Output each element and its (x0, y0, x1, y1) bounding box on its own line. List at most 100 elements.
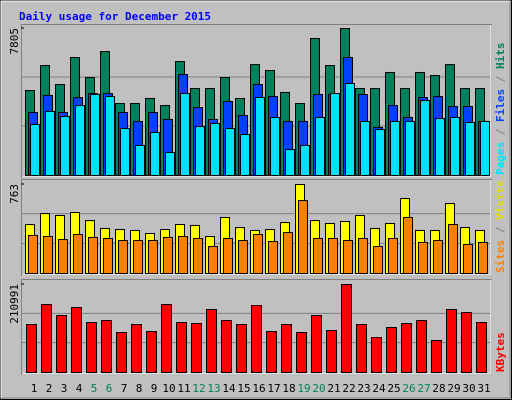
x-tick-label: 29 (447, 382, 460, 395)
bar (375, 129, 385, 177)
bar (313, 238, 323, 274)
x-tick-label: 7 (121, 382, 128, 395)
bar (450, 116, 460, 176)
bar (401, 323, 412, 374)
x-tick-label: 15 (237, 382, 250, 395)
bar (43, 236, 53, 274)
x-tick-label: 8 (136, 382, 143, 395)
legend: Pages / Files / Hits (494, 43, 507, 176)
bar (270, 116, 280, 176)
x-tick-label: 23 (357, 382, 370, 395)
y-tick-label: 763 (8, 184, 21, 204)
bar (418, 241, 428, 274)
legend-entry: Hits (494, 43, 507, 70)
legend-entry: Sites (494, 240, 507, 273)
bar (388, 238, 398, 274)
bevel (22, 25, 492, 178)
bar (373, 246, 383, 274)
chart-title: Daily usage for December 2015 (19, 10, 211, 23)
x-tick-label: 16 (252, 382, 265, 395)
x-tick-label: 10 (162, 382, 175, 395)
bar (133, 239, 143, 275)
bar (433, 239, 443, 275)
bar (463, 243, 473, 275)
y-tick-label: 7805 (8, 28, 21, 55)
bar (90, 94, 100, 176)
bar (328, 238, 338, 274)
bar (240, 134, 250, 176)
legend: Sites / Visits (494, 180, 507, 273)
bar (478, 241, 488, 274)
bar (30, 123, 40, 176)
bar (446, 309, 457, 373)
bar (193, 238, 203, 274)
bar (330, 93, 340, 176)
bar (266, 331, 277, 374)
legend-entry: KBytes (494, 332, 507, 372)
bar (253, 234, 263, 275)
legend-entry: Visits (494, 180, 507, 220)
x-tick-label: 12 (192, 382, 205, 395)
x-tick-label: 17 (267, 382, 280, 395)
bar (236, 324, 247, 373)
bar (73, 234, 83, 275)
x-tick-label: 22 (342, 382, 355, 395)
x-tick-label: 27 (417, 382, 430, 395)
x-tick-label: 2 (46, 382, 53, 395)
x-tick-label: 24 (372, 382, 386, 395)
bar (56, 315, 67, 373)
x-tick-label: 1 (31, 382, 38, 395)
bar (238, 239, 248, 275)
bar (60, 116, 70, 176)
x-tick-label: 18 (282, 382, 295, 395)
bar (176, 322, 187, 373)
legend-entry: Pages (494, 142, 507, 175)
bar (420, 100, 430, 176)
bar (150, 131, 160, 176)
bevel (22, 280, 492, 375)
bar (448, 224, 458, 274)
bar (208, 246, 218, 274)
bar (435, 118, 445, 177)
x-tick-label: 9 (151, 382, 158, 395)
bar (403, 217, 413, 274)
bar (45, 110, 55, 176)
bar (358, 238, 368, 274)
bar (298, 199, 308, 275)
bar (386, 327, 397, 374)
bar (326, 330, 337, 373)
bar (163, 236, 173, 275)
bar (178, 236, 188, 274)
bar (285, 149, 295, 177)
bar (345, 82, 355, 176)
legend: KBytes (494, 332, 507, 372)
bar (343, 239, 353, 275)
bar (75, 105, 85, 176)
bar (71, 306, 82, 373)
bar (315, 116, 325, 176)
bar (465, 121, 475, 176)
bar (255, 97, 265, 176)
bar (191, 323, 202, 374)
bar (26, 324, 37, 373)
bar (296, 332, 307, 373)
bar (105, 95, 115, 176)
x-tick-label: 14 (222, 382, 236, 395)
bar (148, 239, 158, 275)
bar (431, 340, 442, 374)
x-tick-label: 30 (462, 382, 475, 395)
x-tick-label: 11 (177, 382, 190, 395)
bar (58, 239, 68, 274)
bar (116, 332, 127, 373)
bar (131, 324, 142, 373)
x-tick-label: 5 (91, 382, 98, 395)
bar (360, 120, 370, 176)
bar (101, 319, 112, 373)
bar (480, 120, 490, 176)
bar (118, 239, 128, 275)
legend-separator: / (494, 69, 507, 89)
bevel (22, 180, 492, 276)
legend-separator: / (494, 220, 507, 240)
